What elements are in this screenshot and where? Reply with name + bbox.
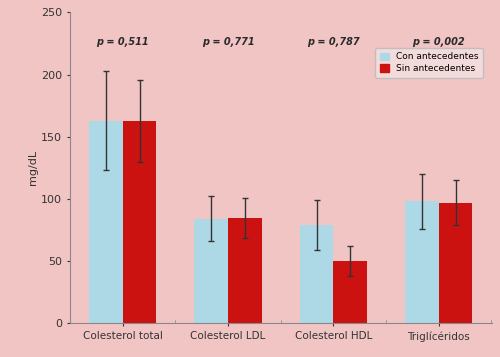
Bar bbox=[300, 225, 334, 323]
Legend: Con antecedentes, Sin antecedentes: Con antecedentes, Sin antecedentes bbox=[375, 48, 483, 78]
Text: p = 0,002: p = 0,002 bbox=[412, 37, 465, 47]
Text: p = 0,511: p = 0,511 bbox=[96, 37, 149, 47]
Bar bbox=[405, 201, 439, 323]
Bar bbox=[123, 121, 156, 323]
Bar bbox=[439, 203, 472, 323]
Bar bbox=[194, 219, 228, 323]
Bar bbox=[334, 261, 367, 323]
Bar bbox=[228, 218, 262, 323]
Text: p = 0,771: p = 0,771 bbox=[202, 37, 254, 47]
Y-axis label: mg/dL: mg/dL bbox=[28, 150, 38, 185]
Bar bbox=[89, 121, 123, 323]
Text: p = 0,787: p = 0,787 bbox=[307, 37, 360, 47]
